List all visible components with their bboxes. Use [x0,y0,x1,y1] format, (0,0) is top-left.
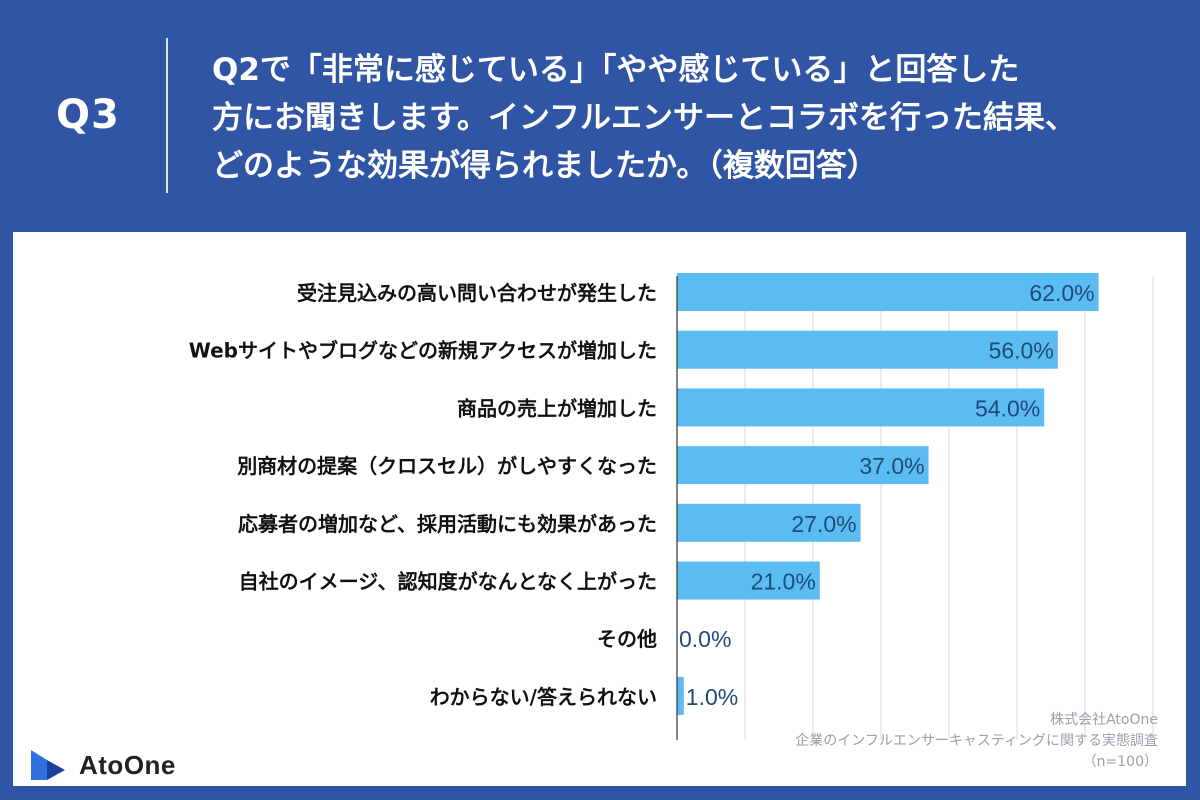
category-label: 自社のイメージ、認知度がなんとなく上がった [239,570,657,594]
header: Q3 Q2で「非常に感じている」「やや感じている」と回答した 方にお聞きします。… [0,0,1200,230]
atoone-logo: AtoOne [31,750,201,780]
category-label: 応募者の増加など、採用活動にも効果があった [238,512,657,536]
category-label: 商品の売上が増加した [457,396,657,420]
data-label: 1.0% [686,684,738,710]
question-line-2: 方にお聞きします。インフルエンサーとコラボを行った結果、 [212,100,1076,136]
question-line-1: Q2で「非常に感じている」「やや感じている」と回答した [212,52,1020,88]
data-label: 0.0% [679,626,731,652]
category-label: 受注見込みの高い問い合わせが発生した [297,281,657,305]
data-label: 56.0% [989,338,1054,364]
category-label: わからない/答えられない [430,685,657,709]
category-label: Webサイトやブログなどの新規アクセスが増加した [189,339,657,363]
bar [677,388,1045,427]
logo-wordmark: AtoOne [79,750,176,780]
data-label: 62.0% [1029,280,1094,306]
source-sample-size: （n=100） [1082,754,1158,770]
question-line-3: どのような効果が得られましたか。（複数回答） [212,148,878,184]
bar-chart: 受注見込みの高い問い合わせが発生した 62.0% Webサイトやブログなどの新規アク… [189,273,1154,740]
question-number: Q3 [56,92,120,138]
bar [677,330,1058,369]
data-label: 27.0% [791,511,856,537]
bar [677,273,1099,311]
source-company: 株式会社AtoOne [1050,712,1158,728]
source-survey-title: 企業のインフルエンサーキャスティングに関する実態調査 [795,733,1158,749]
source-note: 株式会社AtoOne 企業のインフルエンサーキャスティングに関する実態調査 （n… [698,710,1158,773]
category-label: その他 [597,627,657,651]
header-divider [166,38,168,193]
bar [677,676,684,715]
category-label: 別商材の提案（クロスセル）がしやすくなった [237,454,657,478]
atoone-logo-mark-icon [31,750,65,780]
data-label: 54.0% [975,395,1040,421]
data-label: 37.0% [859,453,924,479]
question-text: Q2で「非常に感じている」「やや感じている」と回答した 方にお聞きします。インフ… [212,46,1172,190]
bar [677,561,820,600]
bar [677,503,861,542]
chart-panel: 受注見込みの高い問い合わせが発生した 62.0% Webサイトやブログなどの新規アク… [13,232,1186,786]
bar [677,446,929,485]
data-label: 21.0% [751,569,816,595]
